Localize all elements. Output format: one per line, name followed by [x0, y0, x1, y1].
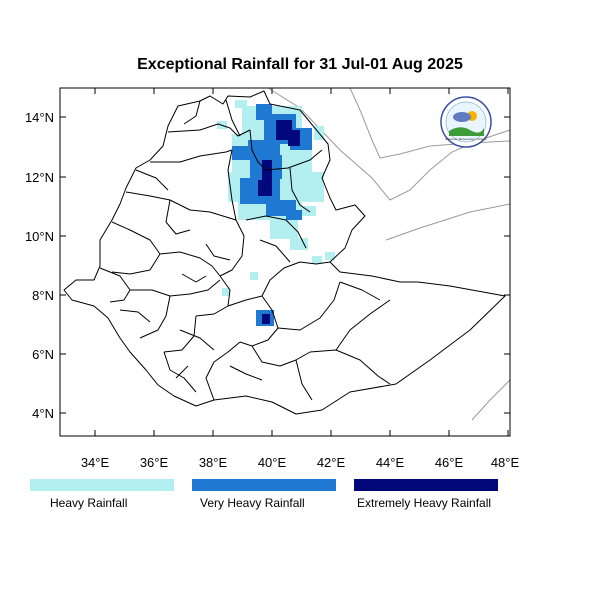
lon-label: 40°E: [258, 455, 287, 470]
rainfall-extreme: [258, 120, 300, 324]
lon-label: 34°E: [81, 455, 110, 470]
lon-label: 44°E: [376, 455, 405, 470]
lat-label: 14°N: [25, 110, 54, 125]
lon-label: 48°E: [491, 455, 520, 470]
legend-swatch-very-heavy: [192, 479, 336, 491]
lat-ticks: [60, 116, 510, 414]
svg-text:Ethiopian Meteorology Institut: Ethiopian Meteorology Institute: [445, 137, 487, 141]
legend-label-very-heavy: Very Heavy Rainfall: [200, 496, 305, 510]
lat-label: 8°N: [32, 288, 54, 303]
weather-institute-logo: Ethiopian Meteorology Institute: [440, 96, 492, 148]
lon-label: 36°E: [140, 455, 169, 470]
legend-swatch-heavy: [30, 479, 174, 491]
lat-label: 4°N: [32, 406, 54, 421]
country-boundaries: [63, 90, 506, 415]
legend-label-heavy: Heavy Rainfall: [50, 496, 128, 510]
cloud-icon: [453, 112, 471, 122]
legend-label-extreme: Extremely Heavy Rainfall: [357, 496, 492, 510]
legend-swatch-extreme: [354, 479, 498, 491]
lat-label: 12°N: [25, 170, 54, 185]
lon-label: 46°E: [435, 455, 464, 470]
map-title: Exceptional Rainfall for 31 Jul-01 Aug 2…: [137, 56, 463, 73]
map-frame: [59, 87, 511, 437]
lon-label: 38°E: [199, 455, 228, 470]
lon-label: 42°E: [317, 455, 346, 470]
lon-ticks: [94, 88, 509, 436]
lat-label: 6°N: [32, 347, 54, 362]
lat-label: 10°N: [25, 229, 54, 244]
